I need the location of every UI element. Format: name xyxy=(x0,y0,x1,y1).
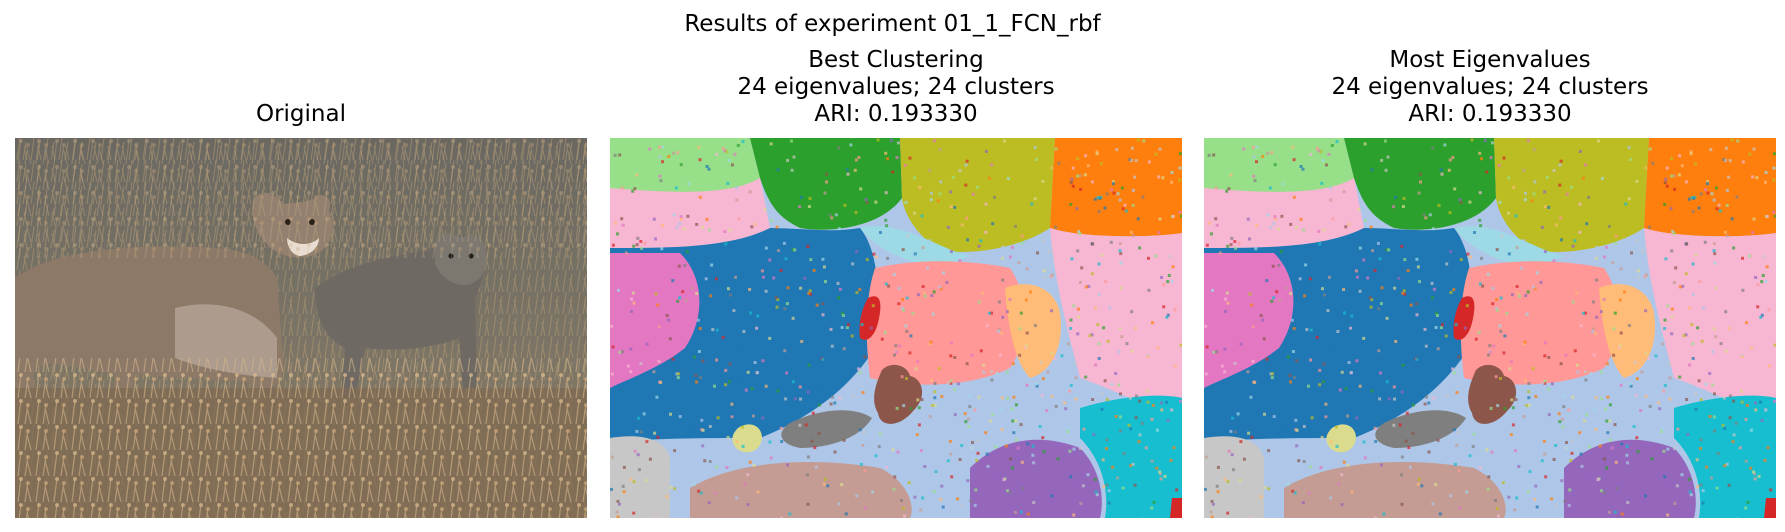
panel-best-clustering: Best Clustering 24 eigenvalues; 24 clust… xyxy=(610,0,1182,532)
panel-title-line: ARI: 0.193330 xyxy=(1408,101,1572,127)
cluster-region-cyan xyxy=(1080,395,1182,518)
panel-title-line: Most Eigenvalues xyxy=(1389,47,1591,73)
cub-cougar-body xyxy=(315,234,485,398)
cluster-region-tan xyxy=(690,462,912,518)
cluster-region-purple xyxy=(970,439,1102,518)
cluster-region-gray xyxy=(1375,410,1466,448)
panel-title-line: Original xyxy=(255,101,346,127)
segmentation-image-best xyxy=(610,138,1182,518)
cluster-region-red xyxy=(1453,296,1475,340)
panel-title-best-clustering: Best Clustering 24 eigenvalues; 24 clust… xyxy=(590,47,1202,128)
panel-title-line: ARI: 0.193330 xyxy=(814,101,978,127)
cluster-region-cyan-light xyxy=(1454,226,1564,268)
panel-title-line: 24 eigenvalues; 24 clusters xyxy=(737,74,1055,100)
original-photo xyxy=(15,138,587,518)
cluster-region-lightgray xyxy=(610,436,670,518)
cluster-speckle-noise xyxy=(610,138,1182,518)
segmentation-svg xyxy=(610,138,1182,518)
cluster-region-orange xyxy=(1050,138,1182,237)
cluster-region-orange xyxy=(1644,138,1776,237)
cluster-region-khaki xyxy=(1326,424,1356,453)
segmentation-image-most xyxy=(1204,138,1776,518)
cluster-region-red xyxy=(1764,498,1776,518)
photo-foreground-grass-texture xyxy=(15,358,587,518)
photo-background-grass-texture xyxy=(15,138,587,258)
panel-title-most-eigenvalues: Most Eigenvalues 24 eigenvalues; 24 clus… xyxy=(1184,47,1785,128)
cluster-region-lightgreen xyxy=(610,138,760,194)
cluster-region-pink-light xyxy=(1644,228,1776,418)
cluster-region-pink-light xyxy=(1050,228,1182,418)
panel-title-line: Best Clustering xyxy=(808,47,984,73)
original-photo-svg xyxy=(15,138,587,518)
cluster-region-gray xyxy=(781,410,872,448)
cluster-region-olive xyxy=(900,138,1055,252)
cluster-region-red xyxy=(1170,498,1182,518)
cluster-region-purple xyxy=(1564,439,1696,518)
panel-most-eigenvalues: Most Eigenvalues 24 eigenvalues; 24 clus… xyxy=(1204,0,1776,532)
cluster-region-lightgray xyxy=(1204,436,1264,518)
cluster-region-cyan-light xyxy=(860,226,970,268)
cluster-region-cyan xyxy=(1674,395,1776,518)
panel-title-original: Original xyxy=(0,101,607,128)
cluster-region-salmon xyxy=(1460,261,1619,385)
cluster-region-red xyxy=(859,296,881,340)
figure-suptitle: Results of experiment 01_1_FCN_rbf xyxy=(684,11,1101,37)
cluster-region-khaki xyxy=(732,424,762,453)
cluster-region-olive xyxy=(1494,138,1649,252)
segmentation-svg xyxy=(1204,138,1776,518)
cluster-speckle-noise xyxy=(1204,138,1776,518)
cluster-region-pink xyxy=(1204,253,1294,388)
cluster-region-lightgreen xyxy=(1204,138,1354,194)
panel-original: Original xyxy=(15,0,587,532)
cluster-region-salmon xyxy=(866,261,1025,385)
cluster-region-pink xyxy=(610,253,700,388)
cluster-region-tan xyxy=(1284,462,1506,518)
panel-title-line: 24 eigenvalues; 24 clusters xyxy=(1331,74,1649,100)
adult-cougar-body xyxy=(15,246,284,438)
